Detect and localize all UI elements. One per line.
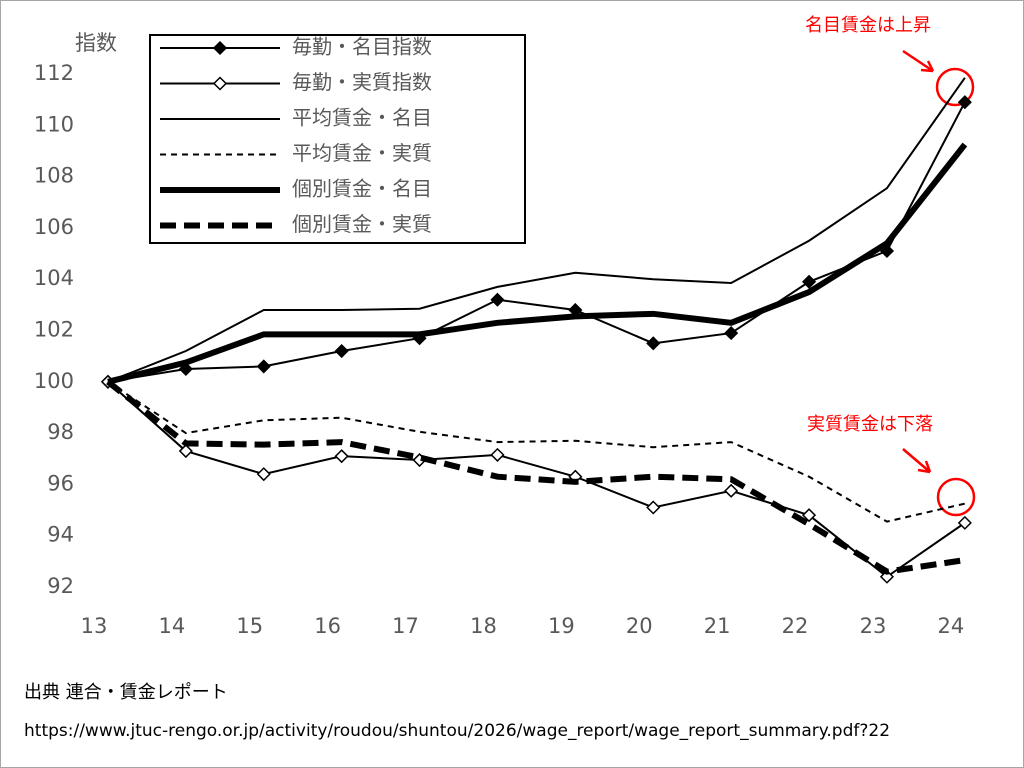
source-url: https://www.jtuc-rengo.or.jp/activity/ro… — [24, 721, 890, 741]
x-tick-label: 24 — [937, 614, 964, 638]
marker — [212, 76, 228, 91]
annotation: 名目賃金は上昇 — [805, 15, 931, 36]
marker — [879, 569, 895, 584]
marker — [490, 447, 505, 462]
x-tick-label: 17 — [392, 614, 419, 638]
series-line — [107, 381, 966, 578]
marker — [646, 336, 661, 351]
marker — [724, 326, 739, 341]
marker — [801, 508, 817, 523]
x-tick-label: 13 — [81, 614, 108, 638]
series-line — [106, 379, 966, 575]
legend-label: 毎勤・名目指数 — [292, 35, 432, 59]
y-tick-label: 92 — [47, 574, 74, 598]
legend-label: 毎勤・実質指数 — [292, 70, 432, 94]
y-tick-label: 102 — [34, 318, 74, 342]
y-tick-label: 96 — [47, 471, 74, 495]
x-tick-label: 23 — [860, 614, 887, 638]
marker — [212, 40, 228, 56]
highlight-circle — [935, 67, 975, 107]
marker — [490, 292, 505, 307]
y-axis-label: 指数 — [75, 31, 117, 55]
annotation: 実質賃金は下落 — [807, 414, 933, 435]
marker — [646, 500, 661, 515]
y-tick-label: 110 — [34, 112, 74, 136]
series-line — [107, 77, 966, 383]
highlight-circle — [936, 477, 976, 517]
x-tick-label: 15 — [236, 614, 263, 638]
series-line — [107, 380, 966, 523]
series-line — [107, 101, 966, 383]
marker — [178, 443, 193, 459]
arrow — [902, 448, 932, 474]
x-tick-label: 16 — [314, 614, 341, 638]
marker — [334, 449, 349, 464]
marker — [957, 95, 972, 110]
x-tick-label: 19 — [548, 614, 575, 638]
y-tick-label: 94 — [47, 523, 74, 547]
x-tick-label: 14 — [158, 614, 185, 638]
legend-label: 平均賃金・実質 — [292, 141, 432, 165]
x-tick-label: 22 — [782, 614, 809, 638]
x-tick-label: 21 — [704, 614, 731, 638]
legend-label: 平均賃金・名目 — [292, 106, 432, 130]
arrow — [902, 49, 935, 73]
y-tick-label: 112 — [34, 61, 74, 85]
marker — [724, 483, 739, 498]
x-tick-label: 20 — [626, 614, 653, 638]
marker — [957, 515, 972, 530]
y-tick-label: 100 — [34, 369, 74, 393]
x-tick-label: 18 — [470, 614, 497, 638]
y-tick-label: 108 — [34, 164, 74, 188]
marker — [256, 359, 271, 374]
y-tick-label: 104 — [34, 266, 74, 290]
y-tick-label: 98 — [47, 420, 74, 444]
marker — [801, 274, 817, 289]
legend-label: 個別賃金・実質 — [292, 212, 432, 236]
legend-label: 個別賃金・名目 — [292, 177, 432, 201]
marker — [256, 467, 271, 482]
marker — [334, 343, 349, 359]
source: 出典 連合・賃金レポート — [24, 682, 228, 703]
series-line — [107, 142, 968, 385]
y-tick-label: 106 — [34, 215, 74, 239]
legend-box — [149, 34, 526, 244]
